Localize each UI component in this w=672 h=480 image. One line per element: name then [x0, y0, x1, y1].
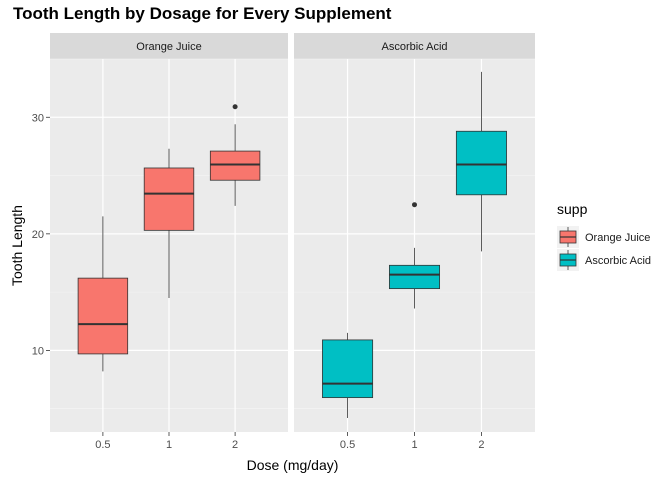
x-tick-label: 0.5: [340, 439, 355, 451]
x-tick-label: 2: [478, 439, 484, 451]
facet-strip: [50, 33, 288, 59]
legend-label: Orange Juice: [585, 232, 650, 244]
box: [388, 264, 441, 290]
y-tick-label: 10: [32, 345, 44, 357]
x-tick-label: 0.5: [95, 439, 110, 451]
x-tick-label: 2: [232, 439, 238, 451]
x-axis-title: Dose (mg/day): [247, 457, 339, 473]
legend-title: supp: [557, 201, 588, 217]
facet-label: Orange Juice: [136, 41, 201, 53]
outlier-point: [232, 104, 238, 110]
x-tick-label: 1: [411, 439, 417, 451]
y-tick-label: 30: [32, 112, 44, 124]
y-axis-title: Tooth Length: [9, 205, 25, 286]
box: [322, 339, 374, 399]
legend-label: Ascorbic Acid: [585, 255, 651, 267]
x-tick-label: 1: [166, 439, 172, 451]
chart-title: Tooth Length by Dosage for Every Supplem…: [13, 4, 392, 23]
facet-strip: [294, 33, 535, 59]
box: [143, 167, 195, 231]
facet-label: Ascorbic Acid: [381, 41, 447, 53]
box: [455, 130, 507, 196]
box: [77, 277, 129, 355]
y-tick-label: 20: [32, 229, 44, 241]
outlier-point: [412, 202, 417, 208]
box: [209, 150, 261, 181]
